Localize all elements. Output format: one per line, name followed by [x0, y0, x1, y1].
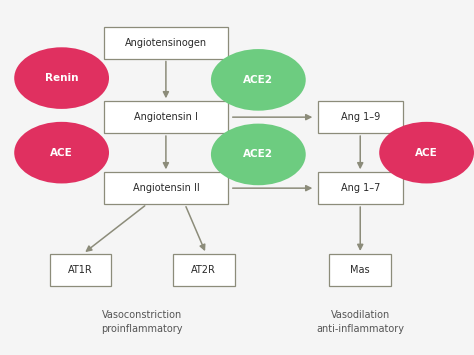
- FancyBboxPatch shape: [104, 172, 228, 204]
- Text: Ang 1–7: Ang 1–7: [340, 183, 380, 193]
- Text: Angiotensinogen: Angiotensinogen: [125, 38, 207, 48]
- Ellipse shape: [14, 47, 109, 109]
- Ellipse shape: [14, 122, 109, 184]
- FancyBboxPatch shape: [173, 254, 235, 286]
- FancyBboxPatch shape: [50, 254, 111, 286]
- Text: ACE2: ACE2: [243, 75, 273, 85]
- Ellipse shape: [211, 49, 306, 111]
- Text: Angiotensin II: Angiotensin II: [133, 183, 199, 193]
- FancyBboxPatch shape: [104, 27, 228, 59]
- Text: Vasodilation
anti-inflammatory: Vasodilation anti-inflammatory: [316, 310, 404, 334]
- Text: ACE: ACE: [415, 148, 438, 158]
- FancyBboxPatch shape: [318, 172, 403, 204]
- FancyBboxPatch shape: [104, 101, 228, 133]
- Text: Ang 1–9: Ang 1–9: [341, 112, 380, 122]
- Ellipse shape: [379, 122, 474, 184]
- Text: AT2R: AT2R: [191, 265, 216, 275]
- Text: Vasoconstriction
proinflammatory: Vasoconstriction proinflammatory: [101, 310, 183, 334]
- Text: ACE: ACE: [50, 148, 73, 158]
- Text: Angiotensin I: Angiotensin I: [134, 112, 198, 122]
- Text: ACE2: ACE2: [243, 149, 273, 159]
- Text: Mas: Mas: [350, 265, 370, 275]
- Text: Renin: Renin: [45, 73, 78, 83]
- Text: AT1R: AT1R: [68, 265, 93, 275]
- Ellipse shape: [211, 124, 306, 185]
- FancyBboxPatch shape: [329, 254, 391, 286]
- FancyBboxPatch shape: [318, 101, 403, 133]
